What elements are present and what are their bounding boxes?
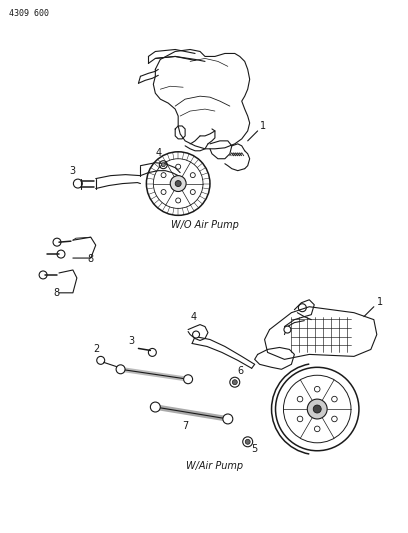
Text: 1: 1 (259, 121, 266, 131)
Text: 5: 5 (252, 444, 258, 454)
Text: 8: 8 (88, 254, 94, 264)
Text: 3: 3 (129, 336, 135, 346)
Text: W/O Air Pump: W/O Air Pump (171, 220, 239, 230)
Circle shape (116, 365, 125, 374)
Circle shape (193, 331, 200, 338)
Circle shape (223, 414, 233, 424)
Text: 8: 8 (53, 288, 59, 298)
Text: 1: 1 (377, 297, 383, 306)
Circle shape (161, 163, 165, 167)
Text: 4309 600: 4309 600 (9, 9, 49, 18)
Circle shape (151, 402, 160, 412)
Text: 7: 7 (182, 421, 188, 431)
Circle shape (307, 399, 327, 419)
Circle shape (175, 181, 181, 187)
Circle shape (245, 439, 250, 445)
Text: 2: 2 (93, 344, 99, 354)
Text: 6: 6 (238, 366, 244, 376)
Circle shape (170, 175, 186, 191)
Text: 4: 4 (155, 148, 162, 158)
Circle shape (232, 379, 237, 385)
Circle shape (284, 326, 291, 333)
Text: 3: 3 (69, 166, 75, 176)
Circle shape (184, 375, 193, 384)
Text: W/Air Pump: W/Air Pump (186, 461, 244, 471)
Text: 4: 4 (190, 312, 196, 321)
Circle shape (313, 405, 321, 413)
